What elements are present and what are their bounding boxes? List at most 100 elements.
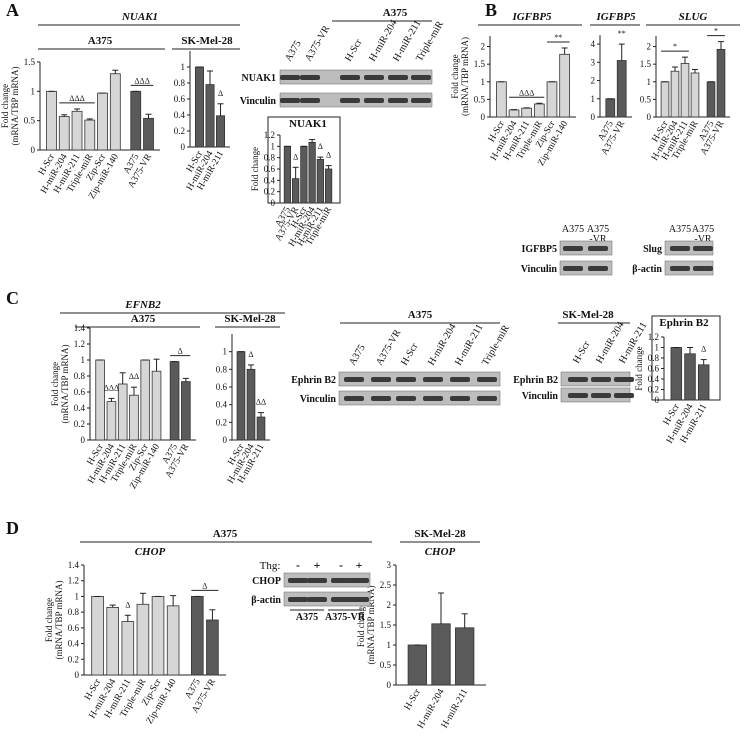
- bar: [283, 145, 292, 204]
- significance-label: **: [554, 33, 562, 42]
- y-tick-label: 0.5: [24, 116, 36, 126]
- y-tick-label: 0.8: [68, 607, 80, 617]
- band: [614, 393, 634, 398]
- y-tick-label: 1.5: [24, 57, 36, 67]
- y-tick-label: 0: [647, 112, 652, 122]
- band: [288, 597, 308, 602]
- bar: [121, 621, 135, 676]
- y-tick-label: 0.6: [648, 364, 660, 374]
- y-tick-label: 3: [591, 57, 596, 67]
- y-tick-label: 1: [75, 591, 80, 601]
- bar: [117, 383, 128, 441]
- band: [411, 75, 431, 80]
- chart-title: SK-Mel-28: [414, 528, 466, 540]
- row-label: Ephrin B2: [291, 375, 336, 386]
- gene-title: EFNB2: [124, 299, 161, 311]
- bar: [246, 368, 256, 441]
- y-tick-label: 0.4: [174, 110, 186, 120]
- blot-strip: [559, 240, 613, 256]
- band: [670, 246, 690, 251]
- band: [371, 396, 391, 401]
- band: [588, 266, 608, 271]
- y-tick-label: 2: [387, 600, 392, 610]
- bar: [181, 381, 191, 441]
- panel-letter: C: [6, 288, 19, 308]
- band: [344, 396, 364, 401]
- row-label: IGFBP5: [521, 244, 557, 255]
- significance-label: ΔΔΔ: [69, 94, 84, 103]
- y-tick-label: 0: [387, 680, 392, 690]
- chart-title: Ephrin B2: [659, 317, 709, 329]
- y-tick-label: 2: [591, 76, 596, 86]
- y-tick-label: 0.2: [174, 126, 185, 136]
- bar: [151, 370, 162, 441]
- blot-strip: [338, 371, 501, 387]
- bar: [407, 644, 427, 686]
- significance-label: Δ: [326, 151, 331, 160]
- significance-label: *: [673, 42, 677, 51]
- row-label: Vinculin: [522, 391, 559, 402]
- y-axis-label: Fold change: [50, 362, 60, 406]
- y-tick-label: 0.2: [74, 419, 85, 429]
- bar: [697, 364, 710, 401]
- y-tick-label: 0.5: [474, 94, 486, 104]
- y-tick-label: 0: [591, 112, 596, 122]
- y-axis-label: Fold change: [250, 147, 260, 191]
- significance-label: Δ: [701, 345, 706, 354]
- y-tick-label: 0: [31, 145, 36, 155]
- y-tick-label: 0.4: [74, 403, 86, 413]
- significance-label: ΔΔΔ: [134, 76, 149, 85]
- band: [670, 266, 690, 271]
- chart-title: NUAK1: [289, 118, 327, 130]
- blot-header: A375: [408, 309, 433, 321]
- y-tick-label: 1.4: [74, 323, 86, 333]
- significance-label: Δ: [178, 347, 183, 356]
- y-tick-label: 1: [591, 94, 596, 104]
- y-tick-label: 1.2: [68, 576, 79, 586]
- band: [563, 246, 583, 251]
- lane-label: -VR: [694, 234, 712, 245]
- bar: [136, 603, 150, 676]
- band: [364, 98, 384, 103]
- band: [591, 393, 611, 398]
- band: [423, 377, 443, 382]
- bar: [670, 70, 680, 118]
- y-tick-label: 0.2: [264, 187, 275, 197]
- band: [450, 377, 470, 382]
- band: [300, 98, 320, 103]
- lane-label: A375: [562, 224, 584, 235]
- bar: [166, 605, 180, 676]
- lane-label: -VR: [589, 234, 607, 245]
- lane-label: +: [356, 558, 363, 572]
- chart-title: A375: [88, 35, 113, 47]
- bar: [84, 119, 96, 151]
- y-tick-label: 1.4: [68, 560, 80, 570]
- band: [307, 578, 327, 583]
- bar: [690, 72, 700, 118]
- chart-title: SK-Mel-28: [181, 35, 233, 47]
- band: [411, 98, 431, 103]
- bar: [508, 109, 520, 118]
- band: [288, 578, 308, 583]
- band: [423, 396, 443, 401]
- band: [588, 246, 608, 251]
- bar: [206, 619, 219, 676]
- y-tick-label: 0.5: [380, 660, 392, 670]
- bar: [106, 401, 117, 441]
- bar: [143, 117, 154, 151]
- row-label: β-actin: [251, 595, 281, 606]
- bar: [308, 141, 316, 204]
- band: [349, 578, 369, 583]
- band: [340, 75, 360, 80]
- y-tick-label: 0.4: [264, 175, 276, 185]
- y-tick-label: 0.2: [68, 654, 79, 664]
- row-label: Ephrin B2: [513, 375, 558, 386]
- y-tick-label: 0.8: [648, 353, 660, 363]
- gene-title: CHOP: [425, 546, 456, 558]
- row-label: Slug: [643, 244, 662, 255]
- y-axis-label: Fold change: [44, 598, 54, 642]
- y-tick-label: 0: [655, 395, 660, 405]
- y-tick-label: 0.4: [216, 400, 228, 410]
- y-axis-label: Fold change: [450, 54, 460, 98]
- y-tick-label: 0.8: [74, 371, 86, 381]
